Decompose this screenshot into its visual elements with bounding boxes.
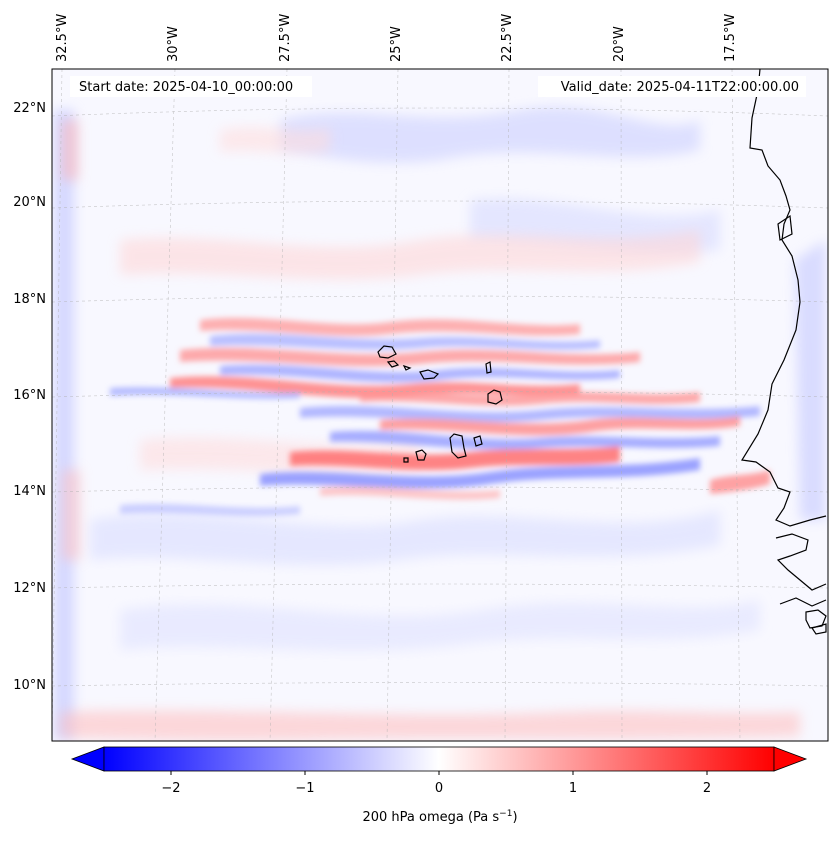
- omega-field: [54, 106, 826, 741]
- colorbar-label-text: 200 hPa omega (Pa s: [362, 810, 499, 825]
- colorbar-tick-label: −1: [295, 781, 314, 796]
- lon-label: 27.5°W: [278, 14, 293, 62]
- colorbar: −2 −1 0 1 2 200 hPa omega (Pa s−1): [70, 746, 808, 825]
- lon-label: 17.5°W: [723, 14, 738, 62]
- colorbar-label-exponent: −1: [499, 809, 512, 819]
- lon-label: 20°W: [612, 26, 627, 62]
- colorbar-tick-label: 2: [703, 781, 711, 796]
- map-panel: Start date: 2025-04-10_00:00:00 Valid_da…: [51, 68, 829, 742]
- africa-coastline: [741, 69, 827, 527]
- map-frame: [51, 68, 829, 742]
- cabo-verde-santo-antao: [377, 345, 397, 359]
- colorbar-tick-label: 1: [569, 781, 577, 796]
- colorbar-label-end: ): [512, 810, 517, 825]
- lat-label: 14°N: [13, 484, 46, 499]
- lat-label: 16°N: [13, 388, 46, 403]
- lat-label: 10°N: [13, 678, 46, 693]
- colorbar-min-extend: [70, 746, 105, 772]
- lon-label: 22.5°W: [500, 14, 515, 62]
- lat-label: 12°N: [13, 581, 46, 596]
- lon-label: 30°W: [166, 26, 181, 62]
- latitude-labels: 22°N 20°N 18°N 16°N 14°N 12°N 10°N: [13, 101, 46, 693]
- valid-date-box: [538, 76, 806, 97]
- lat-label: 22°N: [13, 101, 46, 116]
- lon-label: 32.5°W: [55, 14, 70, 62]
- lat-label: 20°N: [13, 195, 46, 210]
- colorbar-max-extend: [773, 746, 808, 772]
- coastlines: [377, 69, 827, 635]
- lon-label: 25°W: [389, 26, 404, 62]
- colorbar-tick-label: 0: [435, 781, 443, 796]
- lat-label: 18°N: [13, 292, 46, 307]
- colorbar-gradient: [103, 746, 775, 772]
- longitude-labels: 32.5°W 30°W 27.5°W 25°W 22.5°W 20°W 17.5…: [55, 14, 738, 62]
- valid-date-label: Valid_date: 2025-04-11T22:00:00.00: [561, 80, 799, 95]
- graticule: [51, 68, 829, 742]
- start-date-box: [70, 76, 312, 97]
- start-date-label: Start date: 2025-04-10_00:00:00: [79, 80, 293, 95]
- colorbar-label: 200 hPa omega (Pa s−1): [362, 809, 517, 825]
- colorbar-tick-label: −2: [161, 781, 180, 796]
- colorbar-ticks: −2 −1 0 1 2: [161, 771, 711, 796]
